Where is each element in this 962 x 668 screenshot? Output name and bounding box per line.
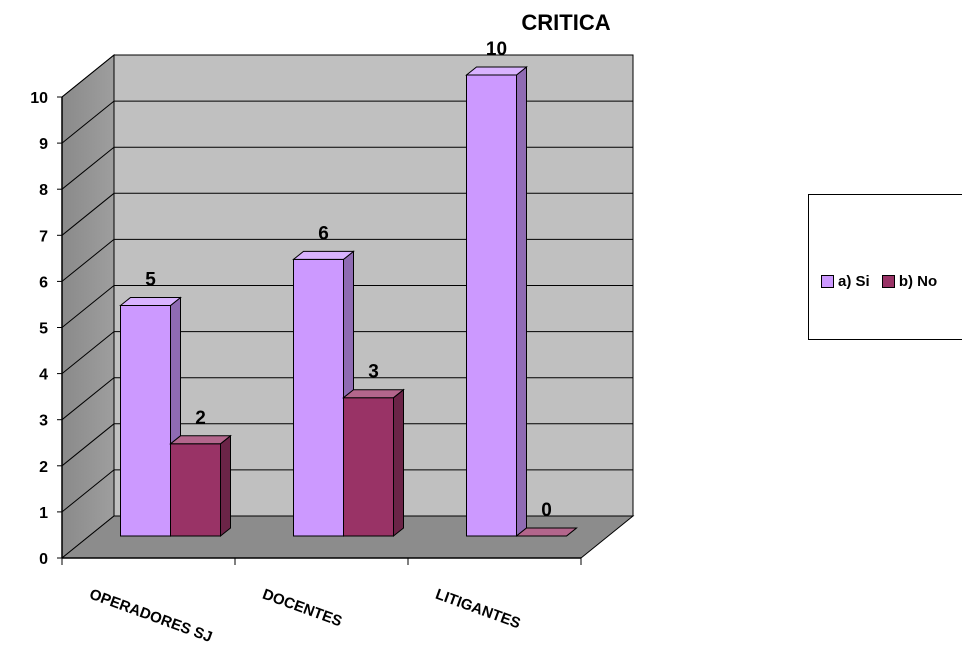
y-tick-label: 4	[39, 367, 48, 384]
gridline	[61, 146, 633, 190]
bar-bno	[169, 434, 232, 538]
bar-side	[393, 388, 404, 538]
gridline	[61, 469, 633, 513]
bar-front	[120, 305, 171, 537]
y-tick-label: 1	[39, 505, 48, 522]
bar-front	[293, 258, 344, 537]
y-tick-label: 7	[39, 228, 48, 245]
gridline	[61, 331, 633, 374]
bar-bno	[515, 527, 578, 537]
legend-item-si: a) Si	[821, 273, 870, 290]
y-tick-label: 9	[39, 136, 48, 153]
y-tick-label: 2	[39, 459, 48, 476]
data-label: 3	[368, 362, 379, 383]
bar-side	[220, 434, 231, 538]
gridline	[61, 377, 633, 421]
bar-asi	[292, 250, 355, 538]
legend-item-no: b) No	[881, 273, 938, 290]
legend: a) Si b) No	[808, 194, 962, 340]
gridline	[61, 285, 633, 328]
bar-asi	[465, 65, 528, 538]
legend-swatch-no	[881, 275, 895, 288]
axes	[57, 96, 582, 565]
y-tick-label: 6	[39, 274, 48, 291]
data-label: 2	[195, 408, 206, 429]
gridline	[61, 100, 633, 144]
y-tick-label: 3	[39, 413, 48, 430]
data-label: 5	[145, 270, 156, 291]
bar-bno	[342, 388, 405, 538]
bar-side	[516, 65, 527, 538]
legend-entries: a) Si b) No	[821, 273, 945, 292]
y-tick-label: 0	[39, 551, 48, 568]
chart-title: CRITICA	[521, 10, 610, 35]
x-tick-label: OPERADORES SJ	[87, 586, 214, 646]
y-tick-label: 10	[30, 90, 48, 107]
data-label: 0	[541, 500, 552, 521]
bar-top	[169, 435, 232, 445]
data-label: 10	[486, 39, 507, 60]
bar-top	[119, 297, 182, 306]
gridline	[61, 238, 633, 282]
bar-top	[292, 250, 355, 260]
legend-label-no: b) No	[898, 273, 938, 290]
bar-front	[343, 397, 394, 537]
bar-front	[170, 443, 221, 537]
y-tick-label: 5	[39, 321, 48, 338]
legend-swatch-si	[821, 275, 834, 288]
legend-label-si: a) Si	[838, 273, 870, 290]
x-tick-label: DOCENTES	[260, 586, 344, 630]
gridline	[61, 192, 633, 236]
bar-top	[465, 66, 528, 76]
bar-top	[342, 389, 405, 399]
gridlines	[61, 54, 633, 513]
bar-top	[515, 527, 578, 537]
gridline	[61, 54, 633, 98]
y-tick-label: 8	[39, 182, 48, 199]
gridline	[61, 423, 633, 467]
x-tick-label: LITIGANTES	[433, 586, 523, 632]
bars	[119, 65, 578, 538]
data-label: 6	[318, 223, 329, 244]
bar-front	[466, 74, 517, 537]
